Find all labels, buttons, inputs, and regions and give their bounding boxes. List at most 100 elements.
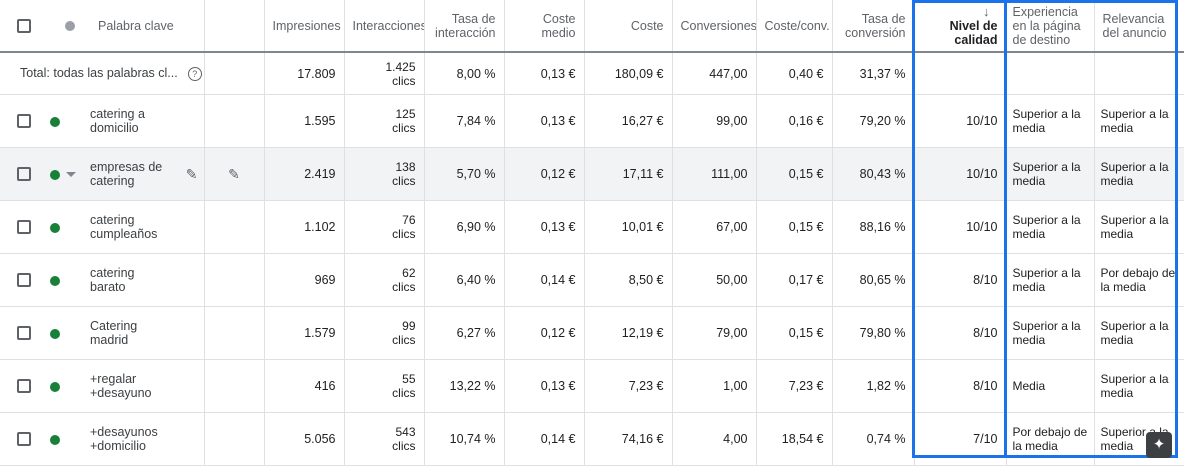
cell-conversions: 1,00 xyxy=(672,359,757,413)
cell-interaction-rate: 6,40 % xyxy=(424,253,505,307)
header-avg-cost[interactable]: Coste medio xyxy=(504,0,585,53)
row-checkbox-cell[interactable] xyxy=(0,94,48,148)
status-enabled-icon xyxy=(50,275,60,286)
keyword-cell[interactable]: Catering madrid xyxy=(90,306,205,360)
keyword-cell[interactable]: +regalar +desayuno xyxy=(90,359,205,413)
row-spacer: ✎ xyxy=(204,147,265,201)
total-quality-score xyxy=(914,52,1007,95)
keyword-line1: +desayunos xyxy=(90,425,158,439)
status-enabled-icon xyxy=(50,116,60,127)
row-checkbox[interactable] xyxy=(17,432,31,447)
row-checkbox[interactable] xyxy=(17,379,31,394)
keyword-line1: +regalar xyxy=(90,372,137,386)
cell-landing-page-exp: Superior a la media xyxy=(1006,94,1095,148)
cell-cost: 8,50 € xyxy=(584,253,673,307)
cell-ad-relevance: Superior a la media xyxy=(1094,200,1184,254)
table-row[interactable]: catering a domicilio 1.595 125 clics 7,84 % 0,… xyxy=(0,94,1184,148)
interactions-unit: clics xyxy=(392,439,416,453)
header-quality-score-label: Nivel de calidad xyxy=(949,18,998,47)
cell-cost: 74,16 € xyxy=(584,412,673,466)
header-interaction-rate[interactable]: Tasa de interacción xyxy=(424,0,505,53)
row-status[interactable] xyxy=(48,412,90,466)
interactions-value: 76 xyxy=(402,213,416,227)
status-enabled-icon xyxy=(50,169,60,180)
row-status[interactable] xyxy=(48,253,90,307)
interactions-unit: clics xyxy=(392,280,416,294)
table-row[interactable]: catering cumpleaños 1.102 76 clics 6,90 % 0,13… xyxy=(0,200,1184,254)
cell-avg-cost: 0,14 € xyxy=(504,412,585,466)
keyword-cell[interactable]: catering cumpleaños xyxy=(90,200,205,254)
header-cost-per-conv[interactable]: Coste/conv. xyxy=(756,0,833,53)
table-row[interactable]: +desayunos +domicilio 5.056 543 clics 10,74 %… xyxy=(0,412,1184,466)
chevron-down-icon[interactable] xyxy=(66,172,76,178)
keyword-cell[interactable]: catering barato xyxy=(90,253,205,307)
cell-avg-cost: 0,14 € xyxy=(504,253,585,307)
row-status[interactable] xyxy=(48,200,90,254)
table-row[interactable]: +regalar +desayuno 416 55 clics 13,22 % 0,13 €… xyxy=(0,359,1184,413)
total-label-cell: Total: todas las palabras cl...? xyxy=(0,52,205,95)
header-conversions[interactable]: Conversiones xyxy=(672,0,757,53)
row-status[interactable] xyxy=(48,306,90,360)
table-row[interactable]: Catering madrid 1.579 99 clics 6,27 % 0,12 €12… xyxy=(0,306,1184,360)
table-row[interactable]: catering barato 969 62 clics 6,40 % 0,14 €8,50… xyxy=(0,253,1184,307)
pencil-icon[interactable]: ✎ xyxy=(228,165,240,182)
cell-ad-relevance: Por debajo de la media xyxy=(1094,253,1184,307)
status-header[interactable] xyxy=(48,0,90,53)
cell-cost-per-conv: 0,16 € xyxy=(756,94,833,148)
header-cost[interactable]: Coste xyxy=(584,0,673,53)
pencil-icon[interactable]: ✎ xyxy=(185,166,198,182)
header-landing-page-exp[interactable]: Experiencia en la página de destino xyxy=(1006,0,1095,53)
keyword-line1: empresas de xyxy=(90,160,163,174)
row-checkbox-cell[interactable] xyxy=(0,412,48,466)
keyword-line1: catering xyxy=(90,213,135,227)
select-all-checkbox[interactable] xyxy=(17,18,31,33)
cell-impressions: 2.419 xyxy=(264,147,345,201)
row-checkbox[interactable] xyxy=(17,326,31,341)
row-checkbox-cell[interactable] xyxy=(0,200,48,254)
row-status[interactable] xyxy=(48,359,90,413)
cell-conversions: 4,00 xyxy=(672,412,757,466)
cell-landing-page-exp: Superior a la media xyxy=(1006,200,1095,254)
row-spacer xyxy=(204,359,265,413)
keyword-cell[interactable]: empresas de catering ✎ xyxy=(90,147,205,201)
row-checkbox-cell[interactable] xyxy=(0,306,48,360)
header-spacer xyxy=(204,0,265,53)
keyword-cell[interactable]: +desayunos +domicilio xyxy=(90,412,205,466)
help-icon[interactable]: ? xyxy=(187,66,202,81)
total-interactions-unit: clics xyxy=(392,73,416,88)
row-status[interactable] xyxy=(48,147,90,201)
cell-conversions: 99,00 xyxy=(672,94,757,148)
total-row: Total: todas las palabras cl...? 17.809 … xyxy=(0,52,1184,95)
cell-ad-relevance: Superior a la media xyxy=(1094,94,1184,148)
header-ad-relevance[interactable]: Relevancia del anuncio xyxy=(1094,0,1184,53)
row-checkbox[interactable] xyxy=(17,167,31,182)
table-row[interactable]: empresas de catering ✎ ✎ 2.419 138 clics 5,70 %… xyxy=(0,147,1184,201)
cell-quality-score: 10/10 xyxy=(914,147,1007,201)
sparkle-icon[interactable]: ✦ xyxy=(1146,432,1172,458)
cell-cost-per-conv: 18,54 € xyxy=(756,412,833,466)
header-impressions[interactable]: Impresiones xyxy=(264,0,345,53)
row-checkbox[interactable] xyxy=(17,273,31,288)
keyword-cell[interactable]: catering a domicilio xyxy=(90,94,205,148)
status-enabled-icon xyxy=(50,222,60,233)
row-checkbox-cell[interactable] xyxy=(0,253,48,307)
keyword-line1: catering a xyxy=(90,107,145,121)
header-quality-score[interactable]: ↓Nivel de calidad xyxy=(914,0,1007,53)
row-status[interactable] xyxy=(48,94,90,148)
cell-interactions: 543 clics xyxy=(344,412,425,466)
header-interactions[interactable]: Interacciones xyxy=(344,0,425,53)
cell-conversions: 111,00 xyxy=(672,147,757,201)
row-checkbox-cell[interactable] xyxy=(0,359,48,413)
cell-interactions: 55 clics xyxy=(344,359,425,413)
cell-conv-rate: 1,82 % xyxy=(832,359,915,413)
cell-quality-score: 10/10 xyxy=(914,94,1007,148)
row-checkbox-cell[interactable] xyxy=(0,147,48,201)
cell-interaction-rate: 6,27 % xyxy=(424,306,505,360)
status-enabled-icon xyxy=(50,381,60,392)
header-keyword[interactable]: Palabra clave xyxy=(90,0,205,53)
row-checkbox[interactable] xyxy=(17,114,31,129)
keyword-line2: barato xyxy=(90,280,126,294)
select-all-checkbox-cell[interactable] xyxy=(0,0,48,53)
row-checkbox[interactable] xyxy=(17,220,31,235)
header-conv-rate[interactable]: Tasa de conversión xyxy=(832,0,915,53)
